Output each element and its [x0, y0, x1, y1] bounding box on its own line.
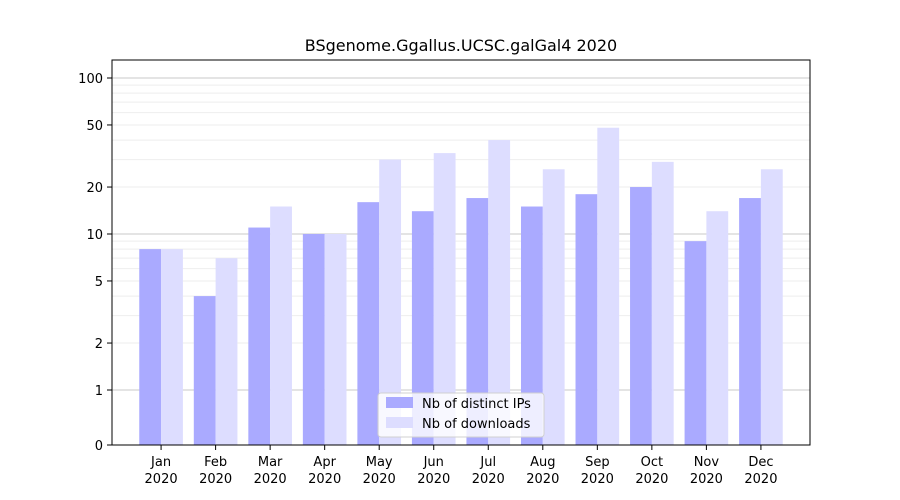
x-tick-label-year: 2020	[526, 472, 559, 487]
bar-distinct-ips-oct	[630, 187, 652, 446]
legend-box	[377, 392, 545, 438]
y-tick-label: 20	[86, 181, 103, 196]
bars-layer	[139, 127, 783, 446]
x-tick-label-year: 2020	[199, 472, 232, 487]
x-tick-label-year: 2020	[472, 472, 505, 487]
x-tick-label-month: Aug	[530, 455, 555, 470]
y-tick-label: 1	[95, 384, 103, 399]
x-tick-label-month: Mar	[258, 455, 283, 470]
bar-downloads-aug	[542, 169, 565, 445]
chart-title: BSgenome.Ggallus.UCSC.galGal4 2020	[305, 36, 617, 55]
bar-downloads-jan	[161, 249, 183, 445]
x-tick-label-month: Oct	[641, 455, 663, 470]
bar-downloads-may	[379, 159, 402, 445]
bar-downloads-jul	[488, 140, 511, 445]
legend-swatch-downloads	[386, 417, 413, 428]
x-tick-label-year: 2020	[363, 472, 396, 487]
y-tick-label: 5	[95, 275, 103, 290]
x-tick-label-month: Dec	[748, 455, 773, 470]
bar-distinct-ips-nov	[684, 241, 707, 445]
x-tick-label-year: 2020	[581, 472, 614, 487]
bar-distinct-ips-may	[357, 202, 380, 445]
bar-distinct-ips-jan	[139, 249, 162, 445]
y-tick-label: 10	[86, 228, 103, 243]
x-tick-label-month: Apr	[313, 455, 336, 470]
bar-downloads-feb	[215, 258, 238, 445]
y-tick-label: 100	[78, 72, 103, 87]
bar-distinct-ips-mar	[248, 227, 271, 445]
x-tick-label-month: May	[366, 455, 393, 470]
x-tick-label-month: Jun	[423, 455, 444, 470]
legend: Nb of distinct IPs Nb of downloads	[377, 392, 545, 438]
plot-frame	[111, 59, 811, 446]
y-tick-label: 2	[95, 337, 103, 352]
x-tick-label-month: Sep	[585, 455, 610, 470]
y-tick-label: 50	[86, 119, 103, 134]
axes-layer: 0 1 2 5 10 20 50 100 Jan 2020 Feb 2020 Mar 2020 Apr 202…	[78, 59, 811, 487]
x-tick-label-year: 2020	[744, 472, 777, 487]
legend-swatch-distinct-ips	[386, 397, 413, 408]
bar-downloads-dec	[760, 169, 783, 445]
legend-label-downloads: Nb of downloads	[422, 417, 531, 432]
bar-downloads-nov	[706, 211, 729, 445]
bar-distinct-ips-jun	[411, 211, 434, 445]
x-tick-label-year: 2020	[145, 472, 178, 487]
bar-distinct-ips-aug	[520, 206, 543, 445]
x-tick-label-year: 2020	[254, 472, 287, 487]
bar-downloads-mar	[270, 206, 292, 445]
x-tick-label-year: 2020	[635, 472, 668, 487]
x-tick-label-month: Jul	[479, 455, 496, 470]
x-tick-label-month: Jan	[150, 455, 171, 470]
x-tick-label-month: Feb	[204, 455, 227, 470]
bar-downloads-jun	[433, 153, 456, 446]
bar-distinct-ips-sep	[575, 194, 598, 445]
x-tick-label-year: 2020	[690, 472, 723, 487]
x-tick-label-year: 2020	[308, 472, 341, 487]
bar-distinct-ips-dec	[739, 198, 761, 445]
bar-distinct-ips-jul	[466, 198, 489, 445]
bar-downloads-apr	[324, 234, 347, 445]
y-tick-label: 0	[95, 439, 103, 454]
legend-label-distinct-ips: Nb of distinct IPs	[422, 397, 531, 412]
x-tick-label-month: Nov	[694, 455, 720, 470]
bar-downloads-oct	[651, 161, 674, 445]
bar-distinct-ips-feb	[193, 296, 216, 445]
bar-downloads-sep	[597, 127, 620, 445]
bar-distinct-ips-apr	[302, 234, 325, 445]
x-tick-label-year: 2020	[417, 472, 450, 487]
